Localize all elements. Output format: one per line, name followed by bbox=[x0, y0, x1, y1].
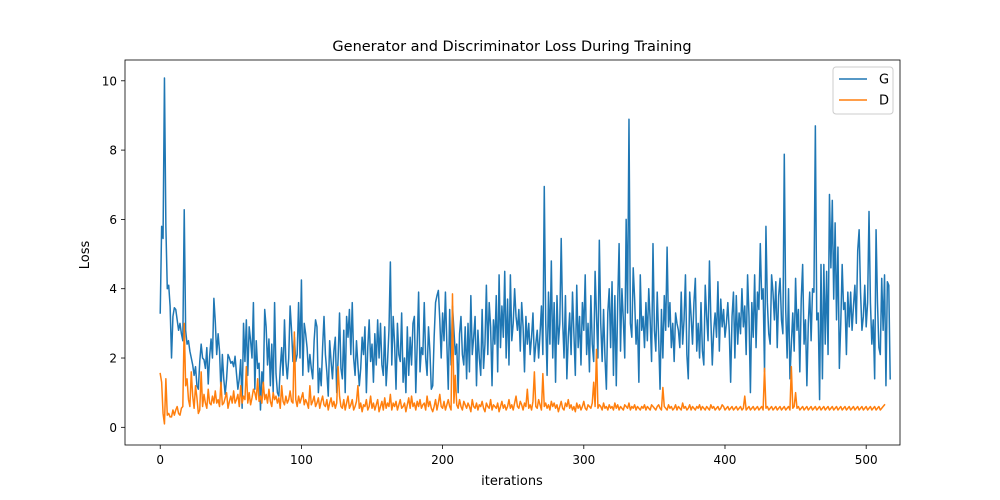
series-line-G bbox=[159, 77, 891, 411]
x-tick-label: 300 bbox=[572, 453, 595, 467]
chart-title: Generator and Discriminator Loss During … bbox=[332, 39, 691, 55]
legend-label-D: D bbox=[879, 94, 889, 109]
x-tick-label: 0 bbox=[156, 453, 164, 467]
x-tick-label: 100 bbox=[290, 453, 313, 467]
y-tick-label: 10 bbox=[102, 74, 117, 88]
y-tick-label: 6 bbox=[109, 213, 117, 227]
y-axis-label: Loss bbox=[78, 241, 93, 270]
y-tick-label: 4 bbox=[109, 282, 117, 296]
x-tick-label: 500 bbox=[855, 453, 878, 467]
x-tick-label: 200 bbox=[431, 453, 454, 467]
x-tick-label: 400 bbox=[714, 453, 737, 467]
y-tick-label: 0 bbox=[109, 421, 117, 435]
legend-label-G: G bbox=[879, 73, 889, 88]
plot-frame bbox=[124, 59, 901, 446]
y-tick-label: 2 bbox=[109, 352, 117, 366]
y-tick-label: 8 bbox=[109, 144, 117, 158]
legend: GD bbox=[832, 66, 894, 115]
series-line-D bbox=[159, 293, 886, 425]
x-axis-label: iterations bbox=[481, 474, 543, 489]
